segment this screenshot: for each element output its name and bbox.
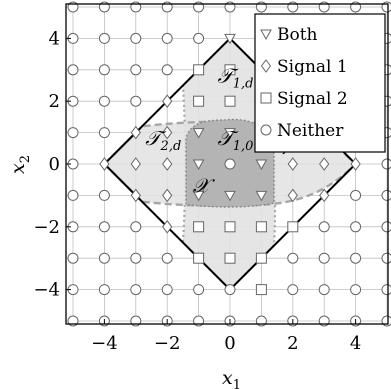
- point-diamond: [130, 188, 141, 203]
- point-diamond: [350, 157, 361, 171]
- point-circle: [350, 252, 362, 264]
- point-circle: [381, 189, 391, 201]
- point-circle: [130, 64, 142, 76]
- point-diamond: [319, 188, 330, 203]
- point-square: [224, 221, 236, 233]
- point-square: [255, 252, 267, 264]
- point-circle: [193, 32, 205, 44]
- point-circle: [381, 284, 391, 296]
- point-circle: [98, 221, 110, 233]
- point-triangle-down: [192, 190, 205, 202]
- point-square: [193, 64, 205, 76]
- point-triangle-down: [224, 128, 236, 139]
- y-tick-label: 2: [49, 91, 60, 112]
- point-circle: [381, 158, 391, 170]
- point-circle: [67, 252, 79, 264]
- point-circle: [98, 252, 110, 264]
- y-tick-label: 4: [49, 28, 60, 49]
- point-square: [193, 95, 205, 107]
- x-tick-label: −4: [91, 333, 118, 354]
- point-circle: [67, 127, 79, 139]
- point-circle: [130, 284, 142, 296]
- point-circle: [161, 284, 173, 296]
- point-triangle-down: [192, 159, 205, 171]
- point-circle: [318, 221, 330, 233]
- point-triangle-down: [224, 190, 236, 202]
- point-circle: [130, 32, 142, 44]
- y-tick-label: 0: [49, 154, 60, 175]
- point-circle: [224, 158, 236, 170]
- point-circle: [67, 189, 79, 201]
- point-circle: [287, 252, 299, 264]
- legend-marker: [260, 29, 272, 41]
- axis-ticks: −4 −2 0 2 4 −4 −2 0 2 4: [33, 28, 361, 354]
- point-circle: [161, 252, 173, 264]
- y-tick-label: −4: [33, 280, 60, 301]
- x-tick-label: 2: [287, 333, 298, 354]
- point-diamond: [162, 188, 173, 203]
- point-diamond: [319, 157, 330, 171]
- legend-box: [254, 13, 386, 153]
- point-circle: [98, 284, 110, 296]
- legend-label: Signal 2: [277, 89, 348, 109]
- point-diamond: [130, 157, 141, 171]
- point-circle: [98, 32, 110, 44]
- point-diamond: [130, 125, 141, 140]
- point-square: [224, 64, 236, 76]
- point-circle: [67, 64, 79, 76]
- point-square: [255, 221, 267, 233]
- point-square: [224, 95, 236, 107]
- point-circle: [350, 189, 362, 201]
- point-circle: [193, 284, 205, 296]
- point-circle: [350, 221, 362, 233]
- point-triangle-down: [255, 190, 268, 202]
- point-diamond: [287, 188, 298, 203]
- point-triangle-down: [255, 159, 268, 171]
- point-circle: [318, 252, 330, 264]
- point-circle: [130, 221, 142, 233]
- point-circle: [98, 189, 110, 201]
- legend-marker: [260, 59, 272, 73]
- legend-label: Neither: [277, 121, 344, 141]
- legend-marker: [260, 92, 272, 104]
- point-diamond: [99, 157, 110, 171]
- point-diamond: [162, 94, 173, 109]
- x-tick-label: −2: [154, 333, 181, 354]
- point-circle: [98, 127, 110, 139]
- y-axis-label: x2: [7, 155, 33, 174]
- point-triangle-down: [192, 128, 205, 139]
- point-circle: [381, 221, 391, 233]
- x-tick-label: 0: [224, 333, 235, 354]
- point-diamond: [162, 125, 173, 140]
- point-circle: [350, 284, 362, 296]
- x-axis-label: x1: [222, 367, 241, 389]
- point-circle: [381, 252, 391, 264]
- point-circle: [161, 32, 173, 44]
- legend-marker: [260, 124, 272, 136]
- x-tick-label: 4: [350, 333, 361, 354]
- point-circle: [224, 284, 236, 296]
- legend: Both Signal 1 Signal 2 Neither: [254, 13, 386, 153]
- point-diamond: [162, 157, 173, 171]
- point-circle: [98, 64, 110, 76]
- point-triangle-down: [224, 33, 236, 45]
- point-circle: [287, 284, 299, 296]
- point-square: [193, 252, 205, 264]
- y-tick-label: −2: [33, 217, 60, 238]
- point-circle: [130, 252, 142, 264]
- legend-label: Both: [277, 25, 318, 45]
- point-square: [193, 221, 205, 233]
- point-square: [255, 284, 267, 296]
- point-square: [287, 221, 299, 233]
- point-circle: [130, 95, 142, 107]
- point-circle: [98, 95, 110, 107]
- point-diamond: [287, 157, 298, 171]
- point-circle: [161, 64, 173, 76]
- point-circle: [318, 284, 330, 296]
- point-square: [224, 252, 236, 264]
- region-label-t1d: 𝒯1,d: [217, 63, 253, 91]
- legend-label: Signal 1: [277, 57, 348, 77]
- point-diamond: [162, 219, 173, 234]
